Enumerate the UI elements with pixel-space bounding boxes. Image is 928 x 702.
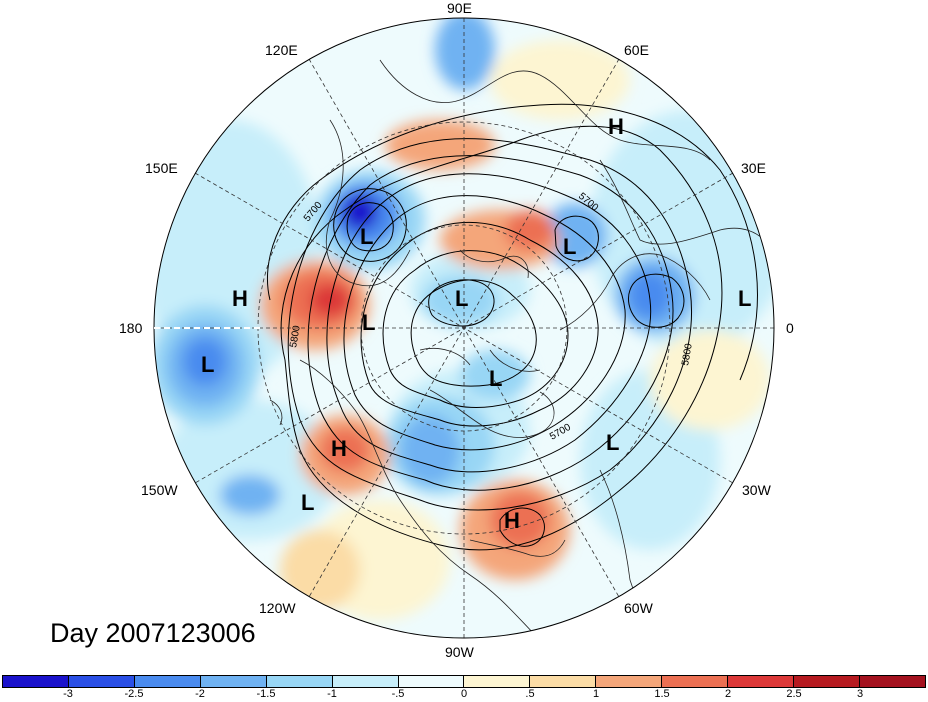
- colorbar-tick-label: 2.5: [786, 688, 802, 700]
- contour-label: 5800: [288, 324, 303, 348]
- lon-label-30e: 30E: [741, 160, 766, 176]
- colorbar-tick-label: -1: [327, 688, 337, 700]
- colorbar-swatch: [332, 676, 399, 687]
- low-center-north-atlantic-east: L: [738, 286, 751, 311]
- high-center-ural: H: [608, 114, 624, 139]
- colorbar-tick-label: 1: [592, 688, 600, 700]
- colorbar-swatch: [596, 676, 663, 687]
- height-contours: [266, 103, 758, 551]
- high-center-west-canada: H: [331, 436, 347, 461]
- low-center-pacific: L: [201, 352, 214, 377]
- low-center-siberia: L: [360, 224, 373, 249]
- lon-label-120e: 120E: [265, 42, 298, 58]
- low-center-alaska: L: [362, 310, 375, 335]
- map-title: Day 2007123006: [50, 618, 256, 648]
- colorbar-swatch: [200, 676, 267, 687]
- colorbar-swatch: [464, 676, 531, 687]
- colorbar-swatch: [68, 676, 135, 687]
- colorbar-tick-label: .5: [525, 688, 535, 700]
- lon-label-0: 0: [786, 320, 794, 336]
- colorbar-swatch: [794, 676, 860, 687]
- colorbar-ticks: -3 -2.5 -2 -1.5 -1 -.5 0 .5 1 1.5 2 2.5 3: [0, 688, 928, 702]
- colorbar-swatch: [134, 676, 201, 687]
- lon-label-180: 180: [119, 320, 143, 336]
- pressure-centers: L L L L L L L L L H H H H: [201, 114, 751, 533]
- high-center-bering: H: [232, 286, 248, 311]
- lon-label-150w: 150W: [141, 482, 178, 498]
- contour-label: 5800: [680, 342, 695, 366]
- colorbar-tick-label: 2: [724, 688, 732, 700]
- low-center-arctic: L: [455, 286, 468, 311]
- lon-label-60w: 60W: [624, 600, 653, 616]
- colorbar-swatch: [266, 676, 333, 687]
- lon-label-30w: 30W: [742, 482, 771, 498]
- colorbar-tick-label: -3: [63, 688, 73, 700]
- lon-label-120w: 120W: [259, 600, 296, 616]
- colorbar: [2, 675, 926, 688]
- colorbar-swatch: [728, 676, 795, 687]
- anomaly-field: [154, 18, 774, 638]
- colorbar-tick-label: -2.5: [124, 688, 144, 700]
- colorbar-swatch: [398, 676, 465, 687]
- colorbar-tick-label: -1.5: [256, 688, 276, 700]
- colorbar-tick-label: -.5: [391, 688, 405, 700]
- colorbar-swatch: [530, 676, 597, 687]
- colorbar-tick-label: -2: [195, 688, 205, 700]
- colorbar-swatch: [3, 676, 69, 687]
- lon-label-60e: 60E: [624, 42, 649, 58]
- lon-label-90e: 90E: [447, 0, 472, 16]
- low-center-scandinavia: L: [563, 234, 576, 259]
- lon-label-150e: 150E: [145, 160, 178, 176]
- colorbar-swatch: [859, 676, 925, 687]
- lon-label-90w: 90W: [445, 644, 474, 660]
- low-center-atlantic: L: [606, 430, 619, 455]
- colorbar-tick-label: 3: [856, 688, 864, 700]
- colorbar-tick-label: 0: [460, 688, 468, 700]
- high-center-caribbean: H: [504, 508, 520, 533]
- colorbar-swatch: [662, 676, 729, 687]
- low-center-east-pacific: L: [301, 490, 314, 515]
- low-center-hudson-bay: L: [489, 366, 502, 391]
- colorbar-tick-label: 1.5: [654, 688, 670, 700]
